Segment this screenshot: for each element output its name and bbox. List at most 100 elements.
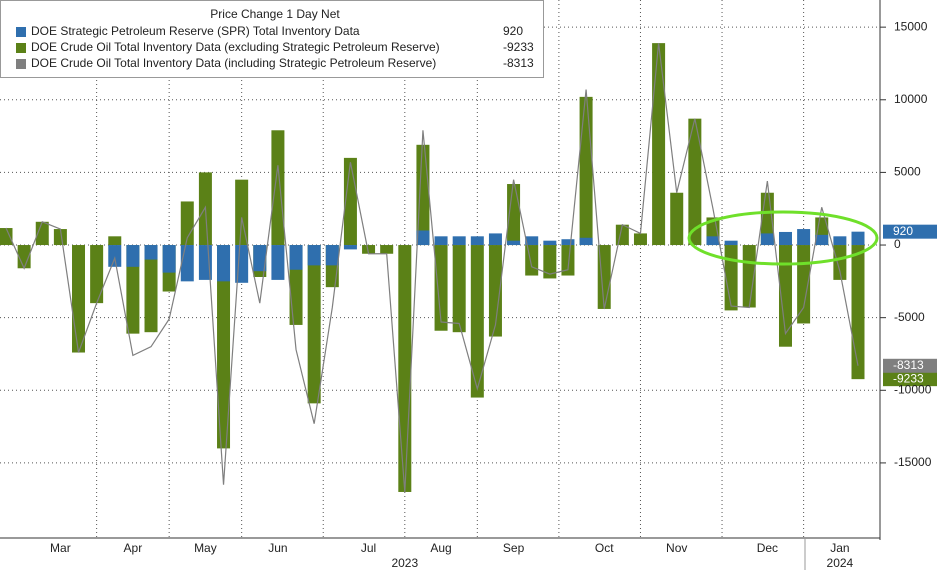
- bar: [615, 224, 629, 246]
- bar: [180, 201, 194, 246]
- bar: [778, 231, 792, 246]
- x-tick-label: Jan: [830, 541, 849, 555]
- bar: [633, 233, 647, 246]
- bar: [452, 236, 466, 246]
- value-tag-label: 920: [893, 224, 913, 238]
- y-tick-label: -15000: [894, 455, 932, 469]
- legend-value: 920: [503, 24, 523, 38]
- legend-label: DOE Crude Oil Total Inventory Data (excl…: [31, 40, 440, 54]
- bar: [561, 239, 575, 246]
- bar: [724, 240, 738, 246]
- bar: [144, 245, 158, 260]
- line: [5, 43, 859, 493]
- bar: [416, 230, 430, 246]
- bar: [760, 233, 774, 246]
- legend-swatch: [16, 59, 26, 69]
- highlight-ellipse: [687, 210, 879, 266]
- bar: [833, 245, 847, 280]
- bar: [180, 245, 194, 282]
- bar: [217, 245, 231, 282]
- y-tick-label: -10000: [894, 382, 932, 396]
- bar: [561, 245, 575, 276]
- bar: [126, 245, 140, 334]
- bar: [307, 245, 321, 266]
- legend-label: DOE Crude Oil Total Inventory Data (incl…: [31, 56, 436, 70]
- bar: [144, 245, 158, 333]
- legend-title: Price Change 1 Day Net: [210, 7, 340, 21]
- bar: [108, 236, 122, 246]
- bar: [53, 229, 67, 246]
- x-group-label: 2024: [827, 556, 854, 570]
- bar: [525, 245, 539, 276]
- bar: [579, 237, 593, 246]
- bar: [271, 245, 285, 280]
- legend-box: [0, 0, 544, 78]
- bar: [507, 184, 521, 246]
- legend-value: -8313: [503, 56, 534, 70]
- x-tick-label: Jun: [268, 541, 287, 555]
- bar: [0, 228, 13, 246]
- x-tick-label: Aug: [430, 541, 451, 555]
- bar: [72, 245, 86, 353]
- bar: [579, 96, 593, 246]
- x-tick-label: Oct: [595, 541, 614, 555]
- bar: [90, 245, 104, 304]
- bar: [688, 118, 702, 246]
- bar: [543, 245, 557, 279]
- value-tag-label: -8313: [893, 358, 924, 372]
- x-tick-label: Sep: [503, 541, 525, 555]
- bar: [670, 192, 684, 246]
- value-tag: [883, 358, 937, 373]
- bar: [325, 245, 339, 266]
- x-tick-label: May: [194, 541, 217, 555]
- bar: [815, 234, 829, 246]
- annotations: 920 -9233-8313: [883, 224, 937, 387]
- y-tick-label: -5000: [894, 310, 925, 324]
- x-tick-label: Nov: [666, 541, 687, 555]
- bar: [380, 245, 394, 254]
- bar: [797, 229, 811, 246]
- bar: [507, 240, 521, 246]
- bar: [778, 245, 792, 347]
- bar: [652, 43, 666, 246]
- x-group-label: 2023: [391, 556, 418, 570]
- bar: [851, 231, 865, 246]
- bar: [108, 245, 122, 267]
- bar: [307, 245, 321, 404]
- x-tick-label: Apr: [124, 541, 143, 555]
- value-tag: [883, 224, 937, 239]
- legend-swatch: [16, 27, 26, 37]
- x-tick-label: Jul: [361, 541, 376, 555]
- x-tick-label: Dec: [757, 541, 778, 555]
- bar: [398, 245, 412, 492]
- legend-label: DOE Strategic Petroleum Reserve (SPR) To…: [31, 24, 360, 38]
- bar: [35, 221, 49, 246]
- bar: [162, 245, 176, 273]
- bar: [525, 236, 539, 246]
- bar: [362, 245, 376, 254]
- legend-value: -9233: [503, 40, 534, 54]
- bar: [488, 233, 502, 246]
- y-tick-label: 15000: [894, 19, 928, 33]
- bar: [488, 245, 502, 337]
- bar: [470, 245, 484, 398]
- legend-swatch: [16, 43, 26, 53]
- x-tick-label: Mar: [50, 541, 71, 555]
- bar: [434, 236, 448, 246]
- bar: [452, 245, 466, 333]
- bar: [543, 240, 557, 246]
- bar: [470, 236, 484, 246]
- bar: [434, 245, 448, 331]
- bar: [706, 236, 720, 246]
- bar: [126, 245, 140, 267]
- bar: [833, 236, 847, 246]
- bar: [851, 245, 865, 380]
- legend: Price Change 1 Day Net DOE Strategic Pet…: [0, 0, 544, 78]
- bar: [253, 245, 267, 272]
- bar: [343, 245, 357, 250]
- bar: [271, 130, 285, 246]
- value-tag-label: -9233: [893, 371, 924, 385]
- bar: [235, 179, 249, 246]
